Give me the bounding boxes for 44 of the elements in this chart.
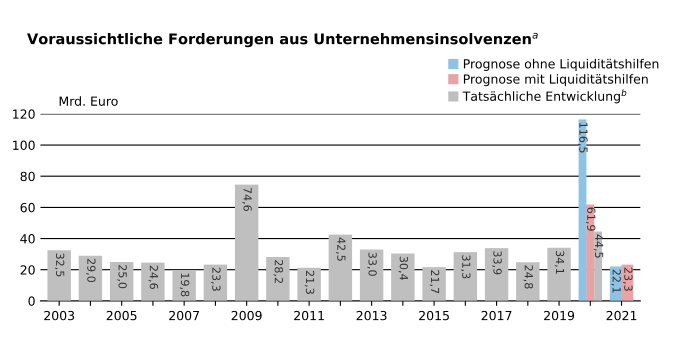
legend-label: Tatsächliche Entwicklung$^{b}$ <box>462 89 626 104</box>
data-label: 23,3 <box>211 268 221 291</box>
y-tick-label: 100 <box>13 140 35 150</box>
data-label: 21,7 <box>430 270 440 294</box>
data-label: 21,3 <box>304 270 314 294</box>
data-label: 33,0 <box>367 252 377 276</box>
data-label: 33,9 <box>492 251 502 274</box>
x-tick-label: 2003 <box>44 310 74 320</box>
y-tick-label: 20 <box>20 265 35 275</box>
x-tick-label: 2013 <box>356 310 387 320</box>
data-label: 42,5 <box>336 238 346 261</box>
x-tick-label: 2009 <box>232 310 262 320</box>
data-label: 74,6 <box>242 188 252 212</box>
data-label: 31,3 <box>460 255 471 278</box>
x-tick-label: 2011 <box>294 310 324 320</box>
x-tick-label: 2021 <box>606 310 636 320</box>
y-tick-label: 80 <box>20 172 35 182</box>
y-tick-label: 0 <box>28 296 35 306</box>
x-tick-label: 2017 <box>482 310 512 320</box>
data-label: 19,8 <box>180 274 190 296</box>
y-tick-label: 40 <box>20 234 35 244</box>
data-label: 34,1 <box>554 250 564 274</box>
data-label: 22,1 <box>611 270 621 293</box>
data-label: 28,2 <box>274 260 284 283</box>
data-label: 24,8 <box>523 265 534 289</box>
data-label: 25,0 <box>117 265 127 288</box>
x-tick-label: 2019 <box>544 310 574 320</box>
x-tick-label: 2007 <box>169 310 199 320</box>
data-label: 23,3 <box>623 268 633 291</box>
data-label: 116,5 <box>578 122 588 153</box>
data-label: 44,5 <box>594 234 604 258</box>
y-tick-label: 60 <box>20 202 35 212</box>
data-label: 29,0 <box>86 258 96 282</box>
data-label: 30,4 <box>398 256 408 280</box>
y-axis-title: Mrd. Euro <box>60 96 118 106</box>
data-label: 24,6 <box>148 266 158 289</box>
legend-label: Prognose ohne Liquiditätshilfen <box>464 58 658 71</box>
y-tick-label: 120 <box>13 109 35 119</box>
chart-title: Voraussichtliche Forderungen aus Unternehmensinsolvenzen$^{a}$ <box>27 32 538 48</box>
legend-label: Prognose mit Liquiditätshilfen <box>464 74 648 86</box>
x-tick-label: 2015 <box>419 310 449 320</box>
data-label: 61,9 <box>586 208 596 231</box>
x-tick-label: 2005 <box>106 310 136 320</box>
data-label: 32,5 <box>54 253 64 276</box>
